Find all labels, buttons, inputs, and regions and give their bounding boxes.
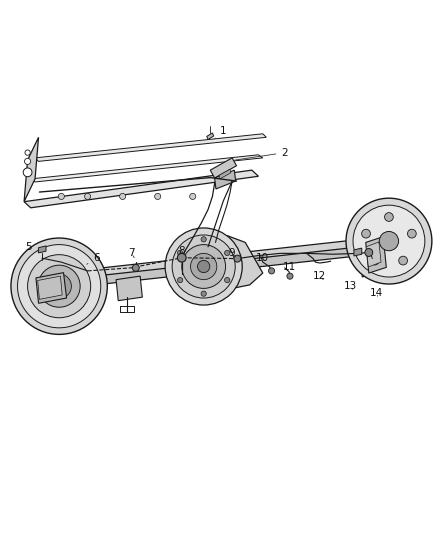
Circle shape: [346, 198, 432, 284]
Text: 2: 2: [235, 148, 288, 160]
Circle shape: [371, 256, 379, 265]
Circle shape: [85, 193, 91, 199]
Circle shape: [385, 213, 393, 221]
Circle shape: [287, 273, 293, 279]
Text: 8: 8: [178, 246, 185, 256]
Circle shape: [407, 229, 416, 238]
Circle shape: [25, 158, 31, 165]
Polygon shape: [207, 133, 214, 140]
Text: 7: 7: [128, 248, 135, 259]
Polygon shape: [210, 158, 237, 178]
Circle shape: [120, 193, 126, 199]
Polygon shape: [36, 273, 67, 303]
Text: 12: 12: [313, 271, 326, 281]
Circle shape: [353, 205, 425, 277]
Circle shape: [191, 253, 217, 280]
Circle shape: [234, 255, 241, 262]
Polygon shape: [35, 246, 381, 290]
Circle shape: [11, 238, 107, 334]
Circle shape: [362, 229, 371, 238]
Text: 6: 6: [87, 253, 100, 264]
Circle shape: [268, 268, 275, 274]
Circle shape: [177, 253, 186, 262]
Circle shape: [379, 231, 399, 251]
Circle shape: [225, 278, 230, 282]
Text: 1: 1: [215, 126, 227, 139]
Polygon shape: [354, 248, 362, 256]
Circle shape: [365, 248, 373, 256]
Polygon shape: [39, 246, 46, 253]
Circle shape: [177, 278, 183, 282]
Text: 9: 9: [229, 248, 236, 259]
Polygon shape: [38, 276, 62, 300]
Polygon shape: [366, 237, 386, 273]
Circle shape: [18, 245, 101, 328]
Circle shape: [225, 251, 230, 255]
Polygon shape: [35, 134, 266, 161]
Circle shape: [182, 245, 226, 288]
Circle shape: [58, 193, 64, 199]
Circle shape: [54, 281, 64, 292]
Circle shape: [177, 251, 183, 255]
Polygon shape: [35, 238, 381, 282]
Text: 13: 13: [344, 281, 357, 291]
Polygon shape: [219, 169, 231, 179]
Polygon shape: [31, 155, 263, 182]
Circle shape: [132, 264, 139, 271]
Polygon shape: [24, 170, 258, 208]
Polygon shape: [116, 276, 142, 301]
Polygon shape: [166, 236, 263, 296]
Circle shape: [190, 193, 196, 199]
Circle shape: [399, 256, 407, 265]
Circle shape: [38, 265, 80, 307]
Circle shape: [23, 168, 32, 177]
Circle shape: [201, 291, 206, 296]
Circle shape: [28, 255, 91, 318]
Polygon shape: [215, 170, 236, 189]
Circle shape: [47, 274, 71, 298]
Text: 11: 11: [283, 262, 296, 271]
Circle shape: [198, 260, 210, 273]
Circle shape: [165, 228, 242, 305]
Text: 5: 5: [25, 242, 37, 252]
Circle shape: [201, 237, 206, 242]
Circle shape: [172, 235, 235, 298]
Text: 14: 14: [370, 288, 383, 298]
Text: 10: 10: [256, 253, 269, 263]
Polygon shape: [366, 242, 381, 267]
Polygon shape: [360, 231, 379, 277]
Polygon shape: [24, 138, 39, 201]
Circle shape: [155, 193, 161, 199]
Polygon shape: [35, 258, 92, 322]
Circle shape: [25, 150, 30, 155]
